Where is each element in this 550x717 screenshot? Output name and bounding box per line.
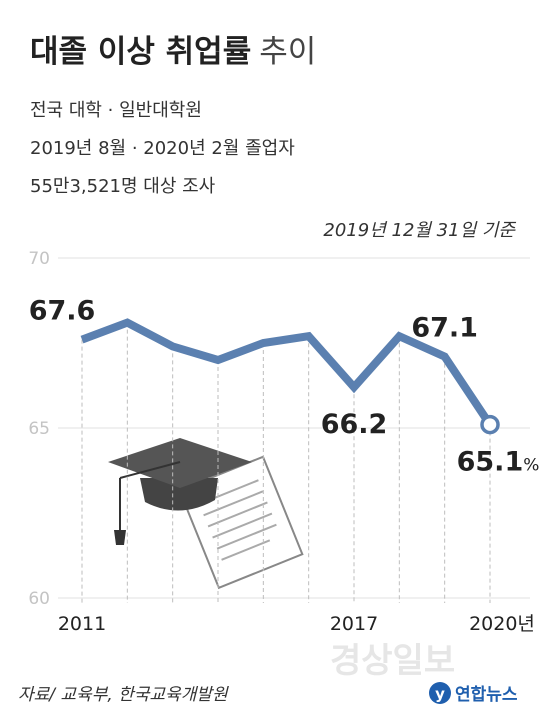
logo: y 연합뉴스 bbox=[429, 682, 518, 705]
value-label: 67.1 bbox=[411, 313, 478, 344]
data-line bbox=[80, 318, 494, 427]
note: 2019년 12월 31일 기준 bbox=[323, 220, 516, 241]
end-point bbox=[480, 414, 500, 435]
chart-title: 대졸 이상 취업률 추이 bbox=[30, 34, 316, 70]
watermark: 경상일보 bbox=[330, 641, 455, 681]
value-label: 65.1% bbox=[457, 447, 540, 478]
title-suffix: 추이 bbox=[259, 34, 316, 70]
graduation-icon bbox=[108, 438, 304, 590]
value-label: 66.2 bbox=[321, 409, 388, 440]
logo-text: 연합뉴스 bbox=[455, 684, 518, 705]
x-tick-label: 2020년 bbox=[469, 613, 535, 635]
y-tick-label: 70 bbox=[28, 249, 50, 269]
subtitle: 2019년 8월 · 2020년 2월 졸업자 bbox=[30, 138, 295, 159]
source: 자료/ 교육부, 한국교육개발원 bbox=[18, 685, 229, 705]
y-tick-label: 60 bbox=[28, 589, 50, 609]
value-label: 67.6 bbox=[29, 296, 96, 327]
subtitle: 전국 대학 · 일반대학원 bbox=[30, 100, 202, 121]
title-main: 대졸 이상 취업률 bbox=[30, 34, 251, 70]
svg-text:y: y bbox=[435, 685, 445, 703]
y-tick-label: 65 bbox=[28, 419, 50, 439]
x-tick-label: 2017 bbox=[330, 613, 378, 635]
x-tick-label: 2011 bbox=[58, 613, 106, 635]
subtitle: 55만3,521명 대상 조사 bbox=[30, 176, 216, 197]
